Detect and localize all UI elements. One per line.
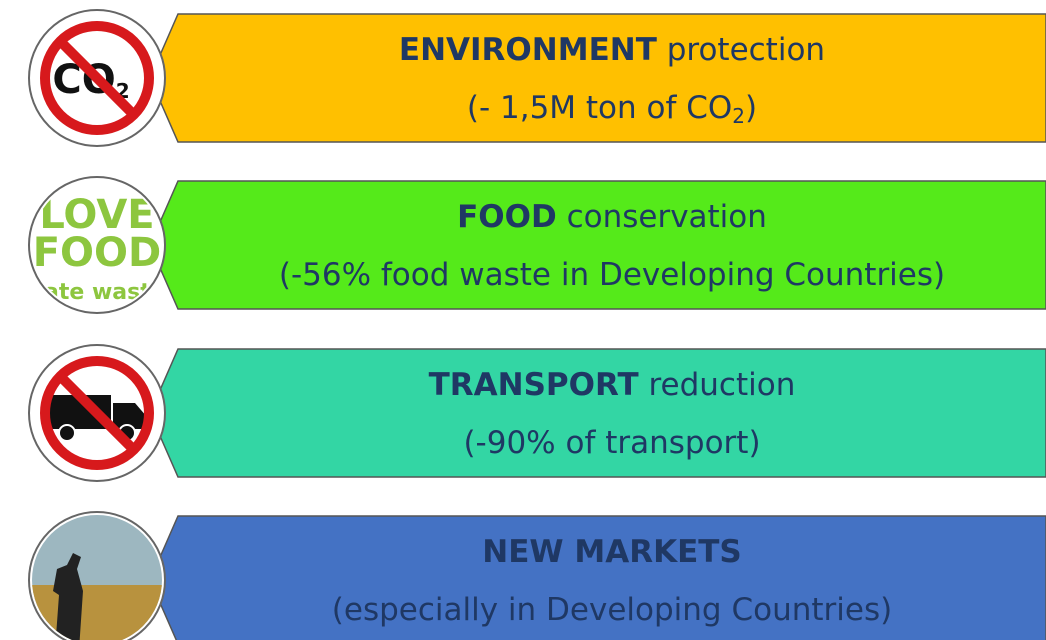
page: ENVIRONMENT protection (- 1,5M ton of CO2… <box>0 0 1046 640</box>
banner-row: FOOD conservation (-56% food waste in Dev… <box>28 177 1046 313</box>
heading-rest: protection <box>667 32 825 68</box>
detail-text: (-90% of transport) <box>463 425 760 461</box>
banner-row: NEW MARKETS (especially in Developing Cou… <box>29 512 1046 640</box>
detail-sub: 2 <box>732 104 745 128</box>
heading: ENVIRONMENT protection <box>399 32 825 68</box>
heading: TRANSPORT reduction <box>429 367 796 403</box>
field <box>29 585 165 640</box>
banner-row: ENVIRONMENT protection (- 1,5M ton of CO2… <box>29 10 1046 146</box>
heading-bold: FOOD <box>457 199 557 235</box>
heading: NEW MARKETS <box>482 534 742 570</box>
detail: (- 1,5M ton of CO2) <box>467 90 757 128</box>
heading-rest: conservation <box>567 199 767 235</box>
heading-rest: reduction <box>648 367 795 403</box>
detail: (-56% food waste in Developing Countries… <box>279 257 945 293</box>
slide: ENVIRONMENT protection (- 1,5M ton of CO2… <box>0 0 1046 640</box>
heading-bold: ENVIRONMENT <box>399 32 657 68</box>
wheel <box>59 425 75 441</box>
heading-bold: NEW MARKETS <box>482 534 742 570</box>
detail: (-90% of transport) <box>463 425 760 461</box>
detail-text: (especially in Developing Countries) <box>332 592 892 628</box>
logo-text: FOOD <box>33 230 162 276</box>
detail-text: (- 1,5M ton of CO <box>467 90 732 126</box>
detail: (especially in Developing Countries) <box>332 592 892 628</box>
detail-text: (-56% food waste in Developing Countries… <box>279 257 945 293</box>
detail-end: ) <box>745 90 757 126</box>
heading-bold: TRANSPORT <box>429 367 639 403</box>
banner-row: TRANSPORT reduction (-90% of transport) <box>29 345 1046 481</box>
heading: FOOD conservation <box>457 199 767 235</box>
